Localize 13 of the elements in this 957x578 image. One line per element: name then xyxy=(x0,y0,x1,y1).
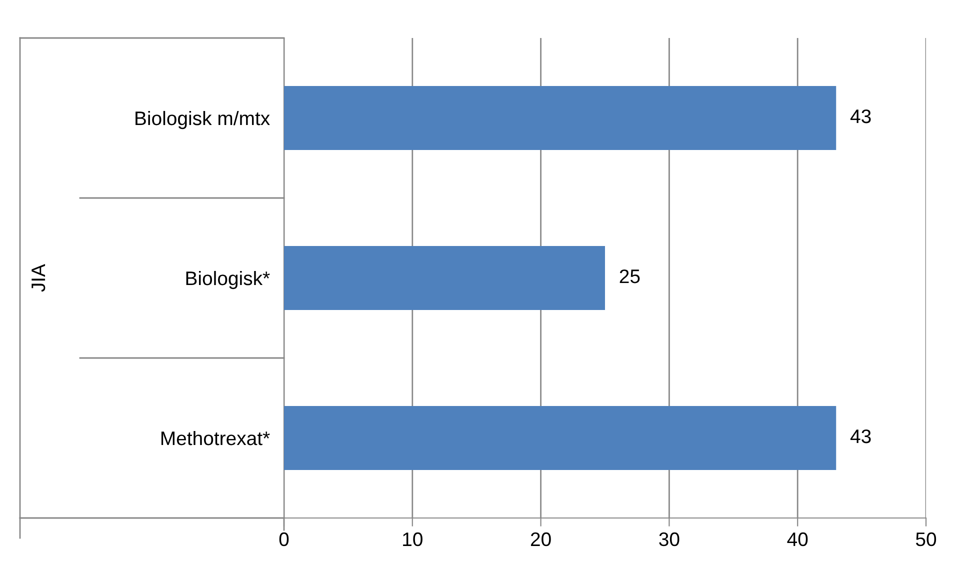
data-label: 25 xyxy=(620,269,640,284)
x-tick-label: 20 xyxy=(530,532,551,546)
x-tick-label: 40 xyxy=(787,532,808,546)
data-label: 43 xyxy=(850,429,871,444)
y-tick-label: Methotrexat* xyxy=(161,430,270,446)
x-tick-label: 50 xyxy=(916,532,936,546)
y-tick-label: Biologisk m/mtx xyxy=(136,110,270,130)
x-tick-label: 30 xyxy=(659,532,680,546)
y-tick-label: Biologisk* xyxy=(186,270,270,290)
data-label: 43 xyxy=(850,109,871,124)
x-tick-label: 0 xyxy=(279,532,289,546)
x-tick-label: 10 xyxy=(403,532,422,546)
y-axis-title: JIA xyxy=(32,264,46,292)
